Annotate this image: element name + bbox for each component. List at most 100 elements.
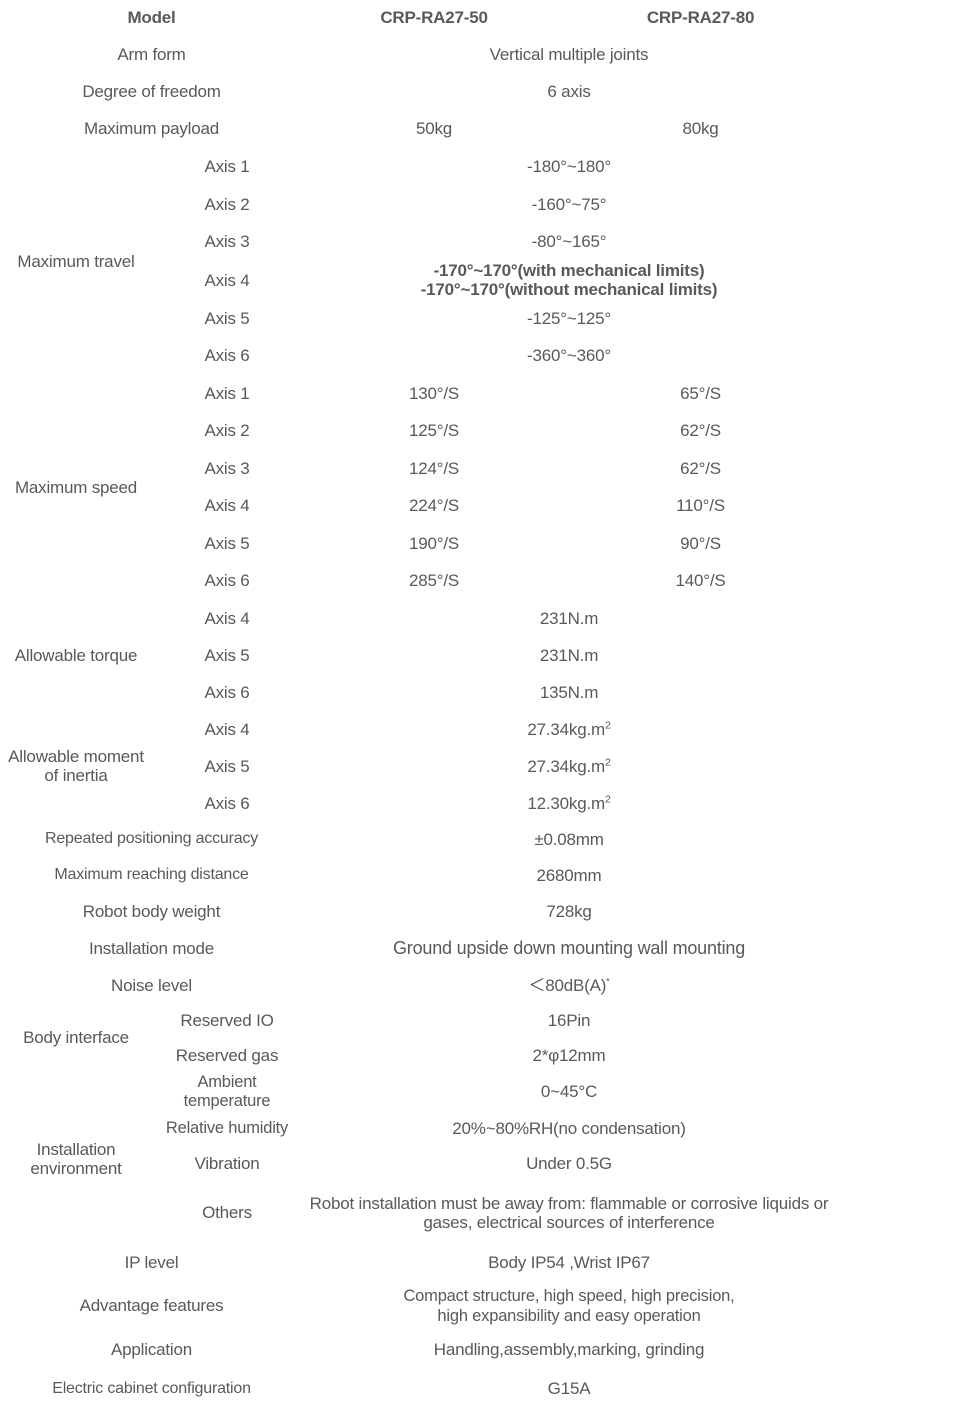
table-row-reserved-gas: Reserved gas 2*φ12mm — [1, 1038, 836, 1073]
sub-label-inertia-axis-5: Axis 5 — [152, 748, 303, 785]
table-row-maximum-speed-axis-1: Maximum speed Axis 1 130°/S 65°/S — [1, 375, 836, 600]
row-value-noise-level: ＜80dB(A)* — [303, 968, 836, 1003]
sub-label-reserved-gas: Reserved gas — [152, 1038, 303, 1073]
group-label-allowable-moment-of-inertia: Allowable moment of inertia — [1, 711, 151, 822]
table-row-maximum-travel-axis-4: Axis 4 -170°~170°(with mechanical limits… — [1, 261, 836, 300]
sub-label-travel-axis-4: Axis 4 — [152, 261, 303, 300]
row-value-arm-form: Vertical multiple joints — [303, 36, 836, 74]
value-reserved-gas: 2*φ12mm — [303, 1038, 836, 1073]
group-label-allowable-torque: Allowable torque — [1, 600, 151, 711]
row-label-robot-body-weight: Robot body weight — [1, 894, 303, 929]
row-value-application: Handling,assembly,marking, grinding — [303, 1331, 836, 1369]
table-row-degree-of-freedom: Degree of freedom 6 axis — [1, 75, 836, 109]
row-value-advantage-features-line2: high expansibility and easy operation — [437, 1307, 701, 1325]
row-value-repeated-positioning-accuracy: ±0.08mm — [303, 822, 836, 857]
value-speed-axis-1-50: 130°/S — [303, 375, 566, 412]
row-label-repeated-positioning-accuracy: Repeated positioning accuracy — [1, 822, 303, 857]
value-reserved-io: 16Pin — [303, 1003, 836, 1038]
sub-label-travel-axis-5: Axis 5 — [152, 300, 303, 337]
sub-label-reserved-io: Reserved IO — [152, 1003, 303, 1038]
row-value-ip-level: Body IP54 ,Wrist IP67 — [303, 1245, 836, 1281]
table-row-reserved-io: Body interface Reserved IO 16Pin — [1, 1003, 836, 1073]
value-inertia-axis-4-exponent: 2 — [604, 718, 611, 731]
table-row-maximum-travel-axis-1: Maximum travel Axis 1 -180°~180° — [1, 149, 836, 375]
table-row-maximum-travel-axis-2: Axis 2 -160°~75° — [1, 186, 836, 223]
table-row-vibration: Vibration Under 0.5G — [1, 1147, 836, 1181]
header-model-label: Model — [1, 1, 303, 35]
value-speed-axis-2-50: 125°/S — [303, 412, 566, 450]
row-value-noise-level-superscript: * — [606, 975, 610, 986]
table-row-allowable-torque-axis-4: Allowable torque Axis 4 231N.m — [1, 600, 836, 711]
value-inertia-axis-6-base: 12.30kg.m — [527, 793, 605, 813]
sub-label-vibration: Vibration — [152, 1147, 303, 1181]
table-row-repeated-positioning-accuracy: Repeated positioning accuracy ±0.08mm — [1, 822, 836, 857]
robot-specification-table: Model CRP-RA27-50 CRP-RA27-80 Arm form V… — [1, 1, 836, 1408]
table-row-maximum-travel-axis-3: Axis 3 -80°~165° — [1, 224, 836, 260]
table-row-ambient-temperature: Installation environment Ambient tempera… — [1, 1073, 836, 1244]
value-travel-axis-6: -360°~360° — [303, 337, 836, 375]
sub-label-speed-axis-6: Axis 6 — [152, 562, 303, 600]
table-row-moment-of-inertia-axis-4: Allowable moment of inertia Axis 4 27.34… — [1, 711, 836, 822]
table-row-maximum-speed-axis-5: Axis 5 190°/S 90°/S — [1, 525, 836, 562]
row-label-advantage-features: Advantage features — [1, 1282, 303, 1330]
table-row-maximum-speed-axis-4: Axis 4 224°/S 110°/S — [1, 487, 836, 525]
value-inertia-axis-6: 12.30kg.m2 — [303, 785, 836, 822]
sub-label-relative-humidity: Relative humidity — [152, 1111, 303, 1146]
header-column-crp-ra27-50: CRP-RA27-50 — [303, 1, 566, 35]
table-row-allowable-torque-axis-5: Axis 5 231N.m — [1, 637, 836, 674]
table-row-moment-of-inertia-axis-6: Axis 6 12.30kg.m2 — [1, 785, 836, 822]
value-speed-axis-3-80: 62°/S — [566, 450, 836, 487]
sub-label-inertia-axis-6: Axis 6 — [152, 785, 303, 822]
group-label-installation-environment: Installation environment — [1, 1073, 151, 1244]
row-label-arm-form: Arm form — [1, 36, 303, 74]
value-speed-axis-2-80: 62°/S — [566, 412, 836, 450]
row-value-installation-mode: Ground upside down mounting wall mountin… — [303, 929, 836, 968]
value-ambient-temperature: 0~45°C — [303, 1073, 836, 1110]
row-value-degree-of-freedom: 6 axis — [303, 75, 836, 109]
sub-label-speed-axis-4: Axis 4 — [152, 487, 303, 525]
value-inertia-axis-4-base: 27.34kg.m — [527, 719, 605, 739]
row-value-electric-cabinet-configuration: G15A — [303, 1370, 836, 1408]
sub-label-travel-axis-3: Axis 3 — [152, 224, 303, 260]
table-row-maximum-speed-axis-6: Axis 6 285°/S 140°/S — [1, 562, 836, 600]
value-torque-axis-4: 231N.m — [303, 600, 836, 637]
row-value-advantage-features: Compact structure, high speed, high prec… — [303, 1282, 836, 1330]
value-travel-axis-1: -180°~180° — [303, 149, 836, 185]
header-column-crp-ra27-80: CRP-RA27-80 — [566, 1, 836, 35]
table-row-relative-humidity: Relative humidity 20%~80%RH(no condensat… — [1, 1111, 836, 1146]
value-inertia-axis-4: 27.34kg.m2 — [303, 711, 836, 748]
row-label-degree-of-freedom: Degree of freedom — [1, 75, 303, 109]
row-value-noise-level-base: ＜80dB(A) — [528, 975, 607, 995]
table-header-row: Model CRP-RA27-50 CRP-RA27-80 — [1, 1, 836, 35]
value-others: Robot installation must be away from: fl… — [303, 1182, 836, 1244]
table-row-arm-form: Arm form Vertical multiple joints — [1, 36, 836, 74]
table-row-installation-mode: Installation mode Ground upside down mou… — [1, 929, 836, 968]
value-speed-axis-1-80: 65°/S — [566, 375, 836, 412]
sub-label-ambient-temperature: Ambient temperature — [152, 1073, 303, 1110]
value-travel-axis-4-line2: -170°~170°(without mechanical limits) — [420, 280, 718, 300]
value-speed-axis-6-50: 285°/S — [303, 562, 566, 600]
table-row-maximum-reaching-distance: Maximum reaching distance 2680mm — [1, 857, 836, 894]
row-label-maximum-payload: Maximum payload — [1, 110, 303, 148]
table-row-others: Others Robot installation must be away f… — [1, 1182, 836, 1244]
sub-label-travel-axis-6: Axis 6 — [152, 337, 303, 375]
table-row-maximum-travel-axis-5: Axis 5 -125°~125° — [1, 300, 836, 337]
table-row-moment-of-inertia-axis-5: Axis 5 27.34kg.m2 — [1, 748, 836, 785]
group-label-body-interface: Body interface — [1, 1003, 151, 1073]
row-label-application: Application — [1, 1331, 303, 1369]
value-inertia-axis-6-exponent: 2 — [604, 792, 611, 805]
value-travel-axis-2: -160°~75° — [303, 186, 836, 223]
value-travel-axis-4: -170°~170°(with mechanical limits) -170°… — [303, 261, 836, 300]
value-speed-axis-4-50: 224°/S — [303, 487, 566, 525]
row-label-noise-level: Noise level — [1, 968, 303, 1003]
table-row-ip-level: IP level Body IP54 ,Wrist IP67 — [1, 1245, 836, 1281]
table-row-advantage-features: Advantage features Compact structure, hi… — [1, 1282, 836, 1330]
group-label-maximum-travel: Maximum travel — [1, 149, 151, 375]
table-row-maximum-speed-axis-3: Axis 3 124°/S 62°/S — [1, 450, 836, 487]
value-inertia-axis-5-exponent: 2 — [604, 755, 611, 768]
row-label-electric-cabinet-configuration: Electric cabinet configuration — [1, 1370, 303, 1408]
value-travel-axis-4-line1: -170°~170°(with mechanical limits) — [433, 261, 705, 280]
sub-label-others: Others — [152, 1182, 303, 1244]
value-vibration: Under 0.5G — [303, 1147, 836, 1181]
row-value-maximum-payload-80: 80kg — [566, 110, 836, 148]
